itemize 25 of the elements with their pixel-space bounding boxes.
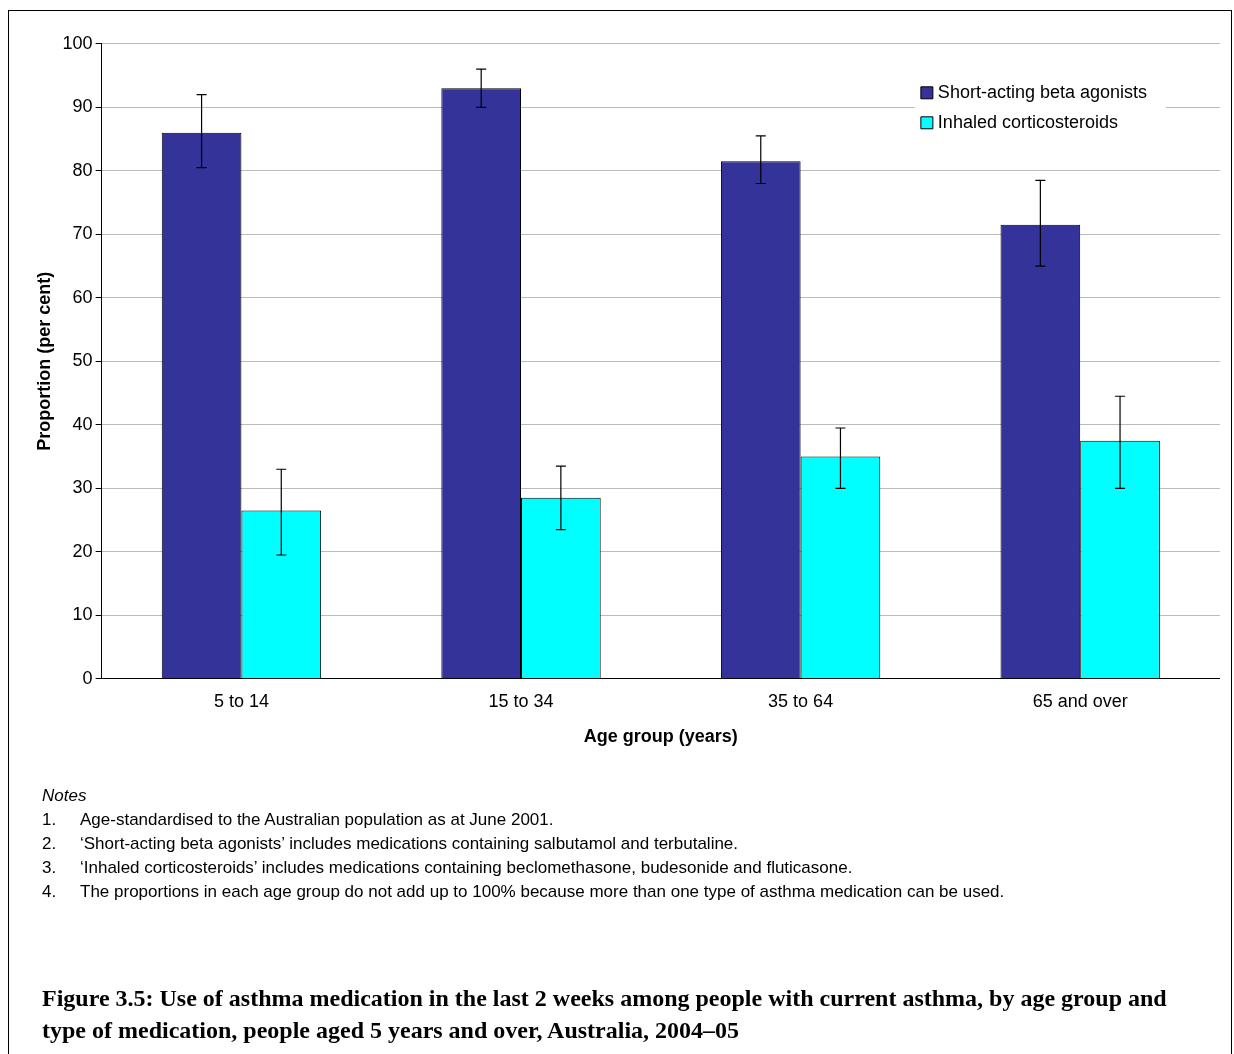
y-tick-label: 100 (62, 32, 93, 53)
y-tick-label: 20 (72, 540, 93, 561)
y-tick-label: 0 (82, 667, 93, 688)
text: 3. ‘Inhaled corticosteroids’ includes medications containing beclomethasone, budesonide and fluticasone. (42, 858, 853, 877)
x-axis-title: Age group (years) (583, 726, 738, 747)
x-tick-label: 65 and over (1032, 690, 1128, 711)
legend-label: Short-acting beta agonists (937, 81, 1148, 102)
y-tick-label: 10 (72, 604, 93, 625)
x-tick-label: 5 to 14 (213, 690, 269, 711)
y-tick-label: 40 (72, 413, 93, 434)
y-tick-label: 90 (72, 96, 93, 117)
y-tick-label: 80 (72, 159, 93, 180)
y-tick-label: 30 (72, 477, 93, 498)
legend-label: Inhaled corticosteroids (937, 111, 1118, 132)
text: Notes (42, 785, 88, 807)
text: 2. ‘Short-acting beta agonists’ includes medications containing salbutamol and terbutaline. (42, 834, 739, 853)
text: Figure 3.5: Use of asthma medication in the last 2 weeks among people with current asthma, by age group and type of medication, people aged 5 years and over, Australia, 2004–05 (42, 984, 1168, 1045)
y-tick-label: 60 (72, 286, 93, 307)
y-axis-title: Proportion (per cent) (33, 271, 54, 451)
x-tick-label: 35 to 64 (768, 690, 834, 711)
text: 4. The proportions in each age group do not add up to 100% because more than one type of asthma medication can be used. (42, 882, 1005, 901)
text: 1. Age-standardised to the Australian population as at June 2001. (42, 810, 554, 829)
y-tick-label: 50 (72, 350, 93, 371)
y-tick-label: 70 (72, 223, 93, 244)
x-tick-label: 15 to 34 (488, 690, 554, 711)
